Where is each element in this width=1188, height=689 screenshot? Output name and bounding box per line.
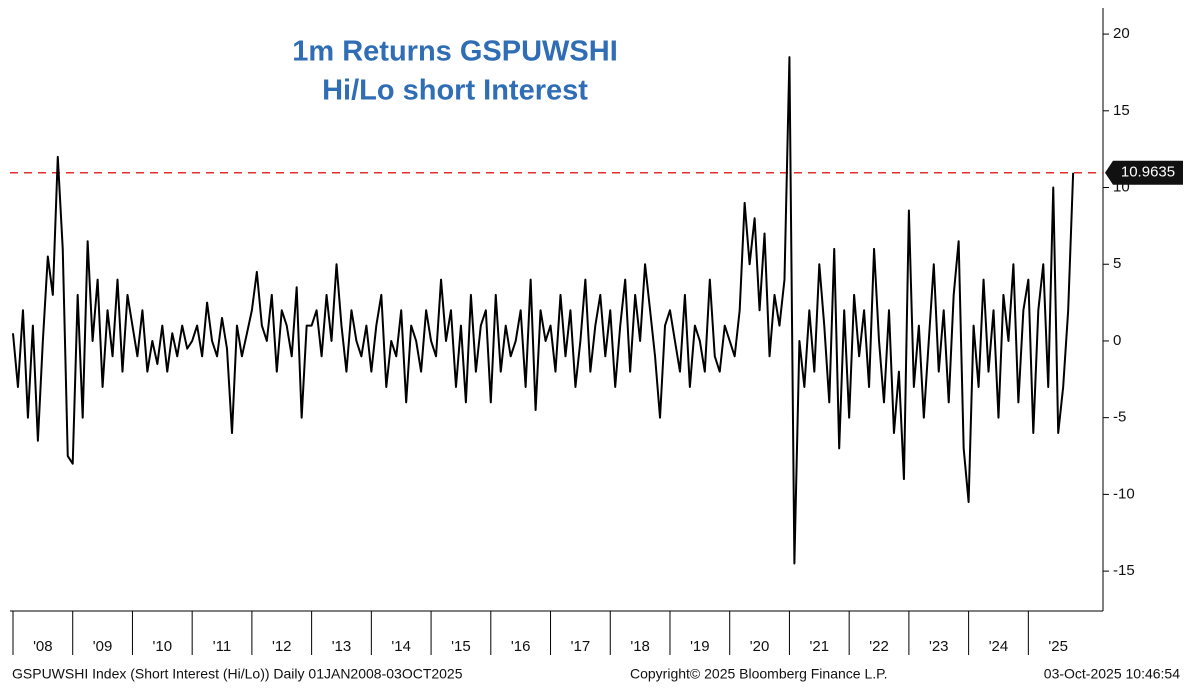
x-tick-label: '08 — [33, 638, 53, 655]
y-tick-label: -10 — [1113, 485, 1135, 502]
footer-date: 03-Oct-2025 10:46:54 — [1044, 666, 1180, 682]
x-tick-label: '24 — [989, 638, 1009, 655]
y-tick-label: 20 — [1113, 25, 1130, 42]
footer-copyright: Copyright© 2025 Bloomberg Finance L.P. — [630, 666, 888, 682]
x-tick-label: '13 — [332, 638, 352, 655]
reference-label-box — [1105, 160, 1183, 185]
x-tick-label: '18 — [630, 638, 650, 655]
series-line — [11, 56, 1075, 565]
x-tick-label: '21 — [810, 638, 830, 655]
y-tick-label: 0 — [1113, 332, 1121, 349]
x-tick-label: '15 — [451, 638, 471, 655]
x-tick-label: '25 — [1048, 638, 1068, 655]
x-tick-label: '10 — [153, 638, 173, 655]
x-tick-label: '14 — [391, 638, 411, 655]
x-tick-label: '16 — [511, 638, 531, 655]
x-tick-label: '11 — [213, 638, 231, 655]
x-tick-label: '12 — [272, 638, 292, 655]
y-tick-label: -5 — [1113, 409, 1126, 426]
footer-source: GSPUWSHI Index (Short Interest (Hi/Lo)) … — [12, 666, 463, 682]
x-tick-label: '22 — [869, 638, 889, 655]
x-tick-label: '19 — [690, 638, 710, 655]
y-tick-label: 15 — [1113, 102, 1130, 119]
reference-label: 10.9635 — [1121, 164, 1175, 181]
x-tick-label: '20 — [750, 638, 770, 655]
title-line: 1m Returns GSPUWSHI — [292, 36, 618, 68]
x-tick-label: '09 — [93, 638, 113, 655]
x-tick-label: '23 — [929, 638, 949, 655]
y-tick-label: 5 — [1113, 255, 1121, 272]
x-tick-label: '17 — [571, 638, 591, 655]
title-line: Hi/Lo short Interest — [322, 75, 588, 107]
y-tick-label: -15 — [1113, 562, 1135, 579]
